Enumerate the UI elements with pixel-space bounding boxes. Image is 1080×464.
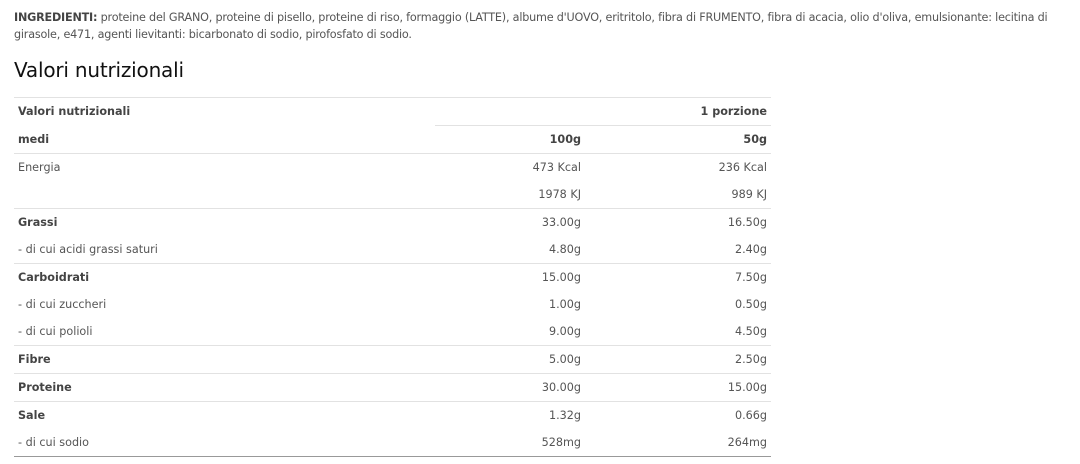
- value-per-100g: 528mg: [541, 436, 581, 449]
- table-row: Carboidrati 15.00g 7.50g: [14, 263, 771, 291]
- value-per-portion: 7.50g: [585, 263, 771, 291]
- nutrient-label: - di cui acidi grassi saturi: [18, 243, 158, 256]
- value-per-100g: 4.80g: [548, 243, 581, 256]
- value-per-portion: 4.50g: [734, 325, 767, 338]
- table-row: Fibre 5.00g 2.50g: [14, 345, 771, 374]
- table-row: - di cui polioli 9.00g 4.50g: [14, 318, 771, 346]
- nutrient-label: Fibre: [14, 345, 435, 374]
- nutrient-label: - di cui polioli: [18, 325, 93, 338]
- value-per-100g: 5.00g: [435, 345, 585, 374]
- nutrient-label: Carboidrati: [14, 263, 435, 291]
- table-row: Proteine 30.00g 15.00g: [14, 373, 771, 402]
- header-cell: medi: [18, 132, 50, 146]
- nutrient-label: - di cui sodio: [18, 436, 89, 449]
- ingredients-text: INGREDIENTI: proteine del GRANO, protein…: [14, 9, 1080, 43]
- value-per-100g: 33.00g: [435, 208, 585, 236]
- value-per-portion: 0.66g: [585, 401, 771, 429]
- value-per-100g: 1978 KJ: [538, 188, 581, 201]
- table-header-row: medi 100g 50g: [14, 125, 771, 154]
- value-per-portion: 0.50g: [734, 298, 767, 311]
- table-row: - di cui sodio 528mg 264mg: [14, 429, 771, 457]
- nutrient-label: Energia: [14, 153, 435, 181]
- nutrient-label: Sale: [14, 401, 435, 429]
- header-cell: [435, 98, 585, 126]
- value-per-100g: 1.32g: [435, 401, 585, 429]
- ingredients-list: proteine del GRANO, proteine di pisello,…: [14, 11, 1048, 41]
- table-header-row: Valori nutrizionali 1 porzione: [14, 98, 771, 126]
- value-per-portion: 2.40g: [734, 243, 767, 256]
- nutrient-label: Grassi: [14, 208, 435, 236]
- header-cell: 1 porzione: [700, 105, 767, 118]
- value-per-portion: 236 Kcal: [585, 153, 771, 181]
- value-per-100g: 30.00g: [435, 373, 585, 402]
- value-per-portion: 989 KJ: [731, 188, 767, 201]
- table-row: 1978 KJ 989 KJ: [14, 181, 771, 209]
- header-cell: 50g: [585, 125, 771, 154]
- nutrient-label: Proteine: [14, 373, 435, 402]
- table-row: - di cui acidi grassi saturi 4.80g 2.40g: [14, 236, 771, 264]
- table-row: Grassi 33.00g 16.50g: [14, 208, 771, 236]
- header-cell: 100g: [435, 125, 585, 154]
- ingredients-label: INGREDIENTI:: [14, 11, 98, 24]
- value-per-100g: 1.00g: [548, 298, 581, 311]
- nutrient-label: [14, 181, 435, 209]
- nutrition-table: Valori nutrizionali 1 porzione medi 100g…: [14, 97, 771, 457]
- value-per-portion: 15.00g: [585, 373, 771, 402]
- header-cell: Valori nutrizionali: [18, 105, 131, 119]
- value-per-portion: 264mg: [727, 436, 767, 449]
- table-row: - di cui zuccheri 1.00g 0.50g: [14, 291, 771, 318]
- value-per-100g: 473 Kcal: [435, 153, 585, 181]
- value-per-portion: 16.50g: [585, 208, 771, 236]
- table-row: Sale 1.32g 0.66g: [14, 401, 771, 429]
- section-title: Valori nutrizionali: [14, 58, 184, 82]
- value-per-100g: 9.00g: [548, 325, 581, 338]
- value-per-100g: 15.00g: [435, 263, 585, 291]
- value-per-portion: 2.50g: [585, 345, 771, 374]
- nutrient-label: - di cui zuccheri: [18, 298, 107, 311]
- table-row: Energia 473 Kcal 236 Kcal: [14, 153, 771, 181]
